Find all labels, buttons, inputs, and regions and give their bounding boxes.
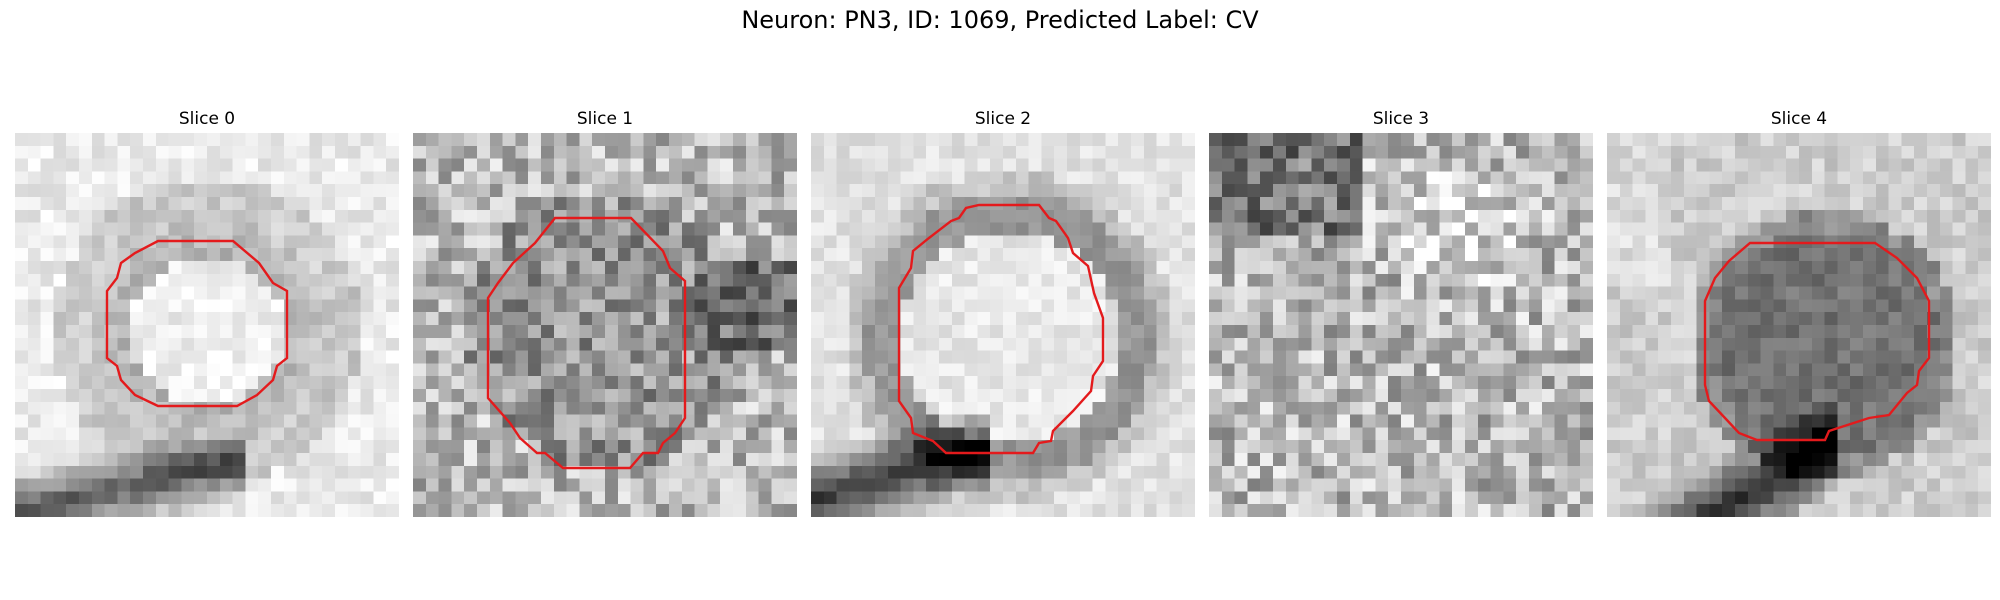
slice-image: [1209, 133, 1593, 517]
slice-panel-2: Slice 2: [811, 108, 1195, 517]
slice-image: [413, 133, 797, 517]
slice-panel-0: Slice 0: [15, 108, 399, 517]
slice-title: Slice 0: [178, 109, 236, 129]
slice-title: Slice 1: [576, 109, 634, 129]
slice-image: [1607, 133, 1991, 517]
slice-panel-3: Slice 3: [1209, 108, 1593, 517]
slice-image: [15, 133, 399, 517]
slice-panel-4: Slice 4: [1607, 108, 1991, 517]
figure-title: Neuron: PN3, ID: 1069, Predicted Label: …: [741, 6, 1259, 34]
slice-title: Slice 2: [974, 109, 1032, 129]
slice-title: Slice 4: [1770, 109, 1828, 129]
slice-panel-1: Slice 1: [413, 108, 797, 517]
slice-title: Slice 3: [1372, 109, 1430, 129]
slice-image: [811, 133, 1195, 517]
